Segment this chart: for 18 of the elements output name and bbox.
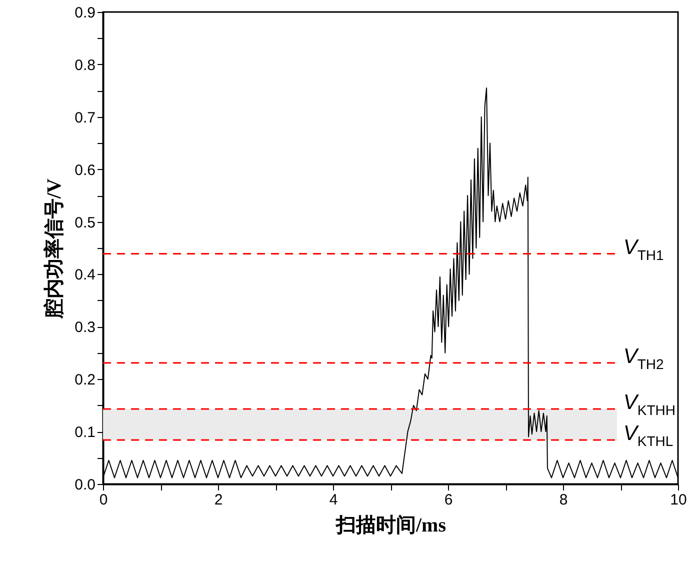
- x-tick-label: 6: [444, 492, 453, 508]
- y-tick-label: 0.8: [74, 56, 96, 74]
- x-tick-label: 4: [329, 492, 338, 508]
- x-tick-label: 8: [559, 492, 568, 508]
- y-tick-label: 0.1: [74, 424, 96, 442]
- x-tick-label: 2: [214, 492, 223, 508]
- x-tick-label: 0: [99, 492, 108, 508]
- y-tick-label: 0.9: [74, 4, 96, 22]
- x-axis-title: 扫描时间/ms: [335, 514, 446, 536]
- y-tick-label: 0.4: [74, 266, 96, 284]
- y-tick-label: 0.2: [74, 372, 96, 389]
- y-tick-label: 0.7: [74, 109, 96, 126]
- x-tick-label: 10: [670, 492, 687, 508]
- y-axis-title: 腔内功率信号/V: [42, 178, 66, 320]
- y-tick-label: 0.6: [74, 162, 96, 179]
- y-tick-label: 0.5: [74, 214, 96, 232]
- y-tick-label: 0.3: [74, 319, 96, 336]
- y-tick-label: 0.0: [74, 476, 96, 494]
